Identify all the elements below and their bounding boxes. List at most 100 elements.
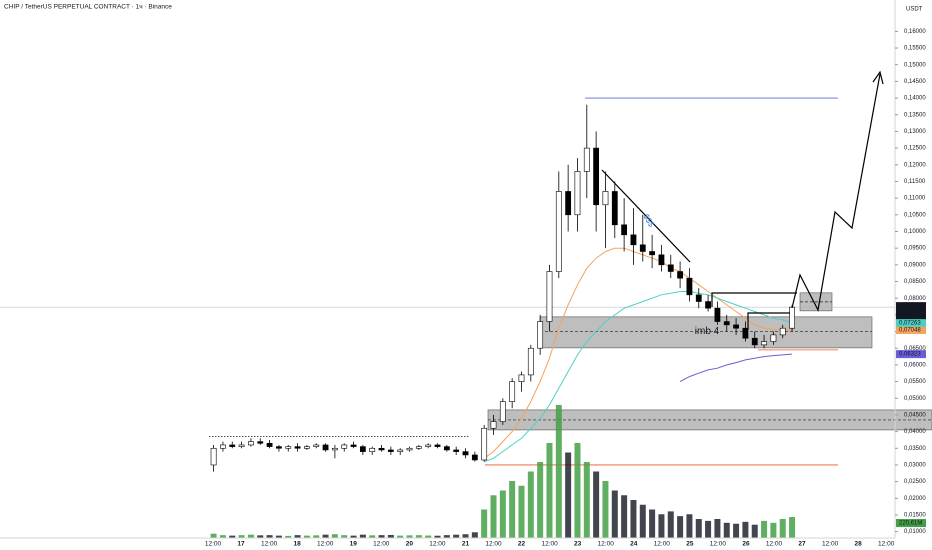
candle-body — [555, 191, 562, 272]
candle-body — [742, 327, 749, 339]
volume-label: 220,61M — [899, 521, 922, 527]
candle-body — [378, 447, 385, 451]
candle-body — [733, 324, 739, 329]
candle-body — [397, 449, 404, 452]
axes: 0,01000 0,01500 0,02000 0,02500 0,03000 0,035… — [205, 29, 926, 548]
y-tick-label: 0,09000 — [904, 262, 926, 268]
volume-bar — [509, 481, 516, 538]
y-tick-label: 0,11500 — [904, 179, 926, 185]
volume-bar — [667, 511, 674, 538]
x-tick-label: 12:00 — [710, 541, 727, 548]
drawings — [601, 70, 884, 330]
candle-body — [649, 251, 656, 256]
volume-bar — [695, 519, 702, 538]
candle-body — [387, 449, 394, 452]
candle-body — [257, 441, 264, 444]
candle-body — [238, 444, 245, 447]
y-tick-label: 0,04000 — [904, 429, 926, 435]
candle-body — [639, 244, 646, 252]
price-badge-label: 0,06323 — [899, 352, 921, 358]
volume-bar — [723, 522, 730, 538]
volume-bar — [219, 535, 226, 538]
countdown: 07:02 — [899, 312, 915, 318]
volume-bar — [677, 516, 684, 538]
volume-bar — [537, 462, 544, 538]
candle-body — [303, 446, 310, 449]
y-tick-label: 0,05500 — [904, 379, 926, 385]
candle-body — [313, 444, 320, 447]
candle-body — [341, 444, 348, 449]
volume-bar — [518, 485, 525, 538]
candle-body — [229, 444, 236, 447]
x-tick-label: 24 — [630, 541, 638, 548]
y-tick-label: 0,09500 — [904, 246, 926, 252]
x-tick-label: 12:00 — [654, 541, 671, 548]
volume-bar — [481, 509, 488, 538]
candle-body — [518, 374, 525, 382]
y-tick-label: 0,01000 — [904, 529, 926, 535]
volume-badge — [896, 519, 926, 528]
y-tick-label: 0,02000 — [904, 496, 926, 502]
y-tick-label: 0,01500 — [904, 513, 926, 519]
candle-body — [415, 446, 422, 449]
candle-body — [406, 447, 413, 451]
volume-bar — [527, 471, 534, 538]
zone-label: imb 4 — [695, 326, 720, 337]
candle-body — [574, 171, 581, 216]
candle-body — [779, 327, 786, 336]
volume-bar — [434, 535, 441, 538]
volume-bar — [453, 534, 460, 538]
volume-bar — [546, 443, 553, 538]
volume-bar — [247, 534, 254, 538]
volume-bar — [639, 504, 646, 538]
volume-bar — [611, 490, 618, 538]
y-tick-label: 0,08000 — [904, 296, 926, 302]
x-tick-label: 27 — [798, 541, 806, 548]
indicator-line — [484, 291, 793, 463]
volume — [210, 405, 796, 538]
volume-bar — [294, 535, 301, 538]
volume-bar — [285, 535, 292, 538]
indicator-line — [483, 247, 793, 459]
price-badge-label: 0,07263 — [899, 320, 921, 326]
range-line — [711, 292, 797, 307]
candle-body — [630, 234, 637, 246]
volume-bar — [341, 535, 348, 538]
volume-bar — [714, 519, 721, 538]
candle-body — [751, 337, 758, 346]
x-tick-label: 12:00 — [485, 541, 502, 548]
volume-bar — [350, 535, 357, 538]
volume-bar — [369, 535, 376, 538]
y-tick-label: 0,16000 — [904, 29, 926, 35]
price-badge — [896, 350, 926, 359]
y-tick-label: 0,02500 — [904, 479, 926, 485]
volume-bar — [331, 534, 338, 538]
candle-body — [369, 447, 376, 452]
x-tick-label: 19 — [350, 541, 358, 548]
candle-body — [471, 454, 478, 461]
x-tick-label: 23 — [574, 541, 582, 548]
x-tick-label: 26 — [742, 541, 750, 548]
last-price-label: 0,07732 — [899, 305, 921, 311]
x-tick-label: 12:00 — [317, 541, 334, 548]
candle-body — [537, 321, 544, 349]
volume-bar — [733, 523, 740, 538]
candle-body — [294, 446, 301, 449]
volume-bar — [555, 405, 562, 538]
volume-bar — [387, 534, 394, 538]
candle-body — [621, 224, 628, 236]
range-line — [747, 312, 790, 330]
volume-bar — [229, 535, 236, 538]
y-tick-label: 0,14500 — [904, 79, 926, 85]
volume-bar — [649, 509, 656, 538]
candle-body — [359, 446, 366, 452]
candle-body — [276, 446, 282, 449]
candle-body — [453, 449, 460, 452]
candle-body — [248, 441, 254, 446]
volume-bar — [583, 462, 590, 538]
candle-body — [761, 341, 767, 346]
candle-body — [723, 321, 730, 326]
candle-body — [527, 347, 534, 376]
volume-bar — [303, 535, 310, 538]
